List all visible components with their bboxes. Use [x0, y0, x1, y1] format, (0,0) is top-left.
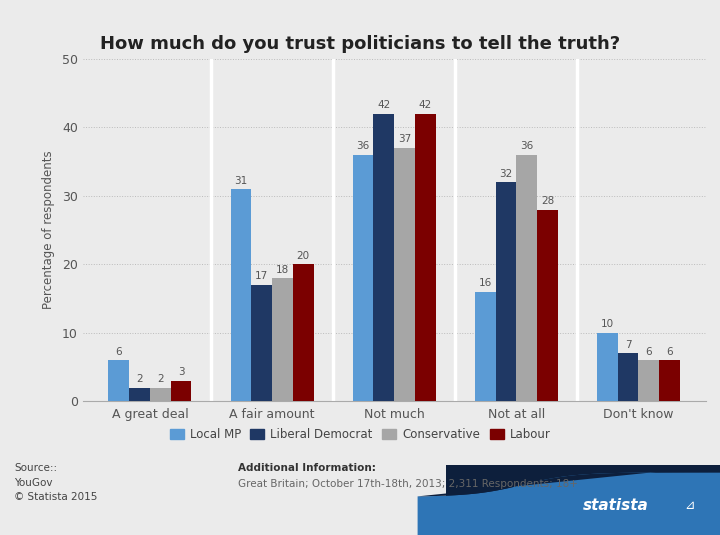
Text: statista: statista	[582, 498, 649, 513]
Text: 7: 7	[625, 340, 631, 350]
Bar	[618, 353, 639, 401]
Text: 16: 16	[479, 278, 492, 288]
Text: ⊿: ⊿	[685, 499, 695, 513]
Bar	[597, 333, 618, 401]
Text: How much do you trust politicians to tell the truth?: How much do you trust politicians to tel…	[100, 35, 620, 53]
Bar	[639, 360, 660, 401]
Bar	[474, 292, 495, 401]
Text: Source::
YouGov
© Statista 2015: Source:: YouGov © Statista 2015	[14, 463, 98, 502]
Text: 31: 31	[234, 175, 248, 186]
Bar	[353, 155, 374, 401]
Bar	[395, 148, 415, 401]
Polygon shape	[418, 465, 720, 535]
Bar	[495, 182, 516, 401]
Bar	[272, 278, 293, 401]
Bar	[516, 155, 537, 401]
Text: 6: 6	[646, 347, 652, 357]
Bar	[374, 113, 395, 401]
Bar	[415, 113, 436, 401]
Text: 17: 17	[255, 271, 269, 281]
Text: 3: 3	[178, 368, 184, 377]
Text: 6: 6	[666, 347, 673, 357]
Text: 2: 2	[157, 374, 163, 384]
Text: 36: 36	[356, 141, 369, 151]
Text: 36: 36	[520, 141, 534, 151]
Bar	[537, 210, 558, 401]
Text: 32: 32	[499, 169, 513, 179]
Text: 42: 42	[377, 100, 390, 110]
Y-axis label: Percentage of respondents: Percentage of respondents	[42, 151, 55, 309]
Bar	[109, 360, 129, 401]
Polygon shape	[418, 472, 720, 535]
Text: Additional Information:: Additional Information:	[238, 463, 375, 473]
Text: 37: 37	[398, 134, 411, 144]
Bar	[150, 387, 171, 401]
Legend: Local MP, Liberal Democrat, Conservative, Labour: Local MP, Liberal Democrat, Conservative…	[165, 424, 555, 446]
Text: 18: 18	[276, 265, 289, 274]
Bar	[251, 285, 272, 401]
Text: 6: 6	[115, 347, 122, 357]
Text: 10: 10	[600, 319, 614, 330]
Polygon shape	[446, 465, 720, 535]
Text: Great Britain; October 17th-18th, 2013; 2,311 Respondents; 18+: Great Britain; October 17th-18th, 2013; …	[238, 479, 577, 489]
Bar	[171, 381, 192, 401]
Text: 42: 42	[419, 100, 432, 110]
Text: 28: 28	[541, 196, 554, 206]
Bar	[230, 189, 251, 401]
Bar	[293, 264, 314, 401]
Bar	[660, 360, 680, 401]
Text: 20: 20	[297, 251, 310, 261]
Text: 2: 2	[136, 374, 143, 384]
Bar	[129, 387, 150, 401]
